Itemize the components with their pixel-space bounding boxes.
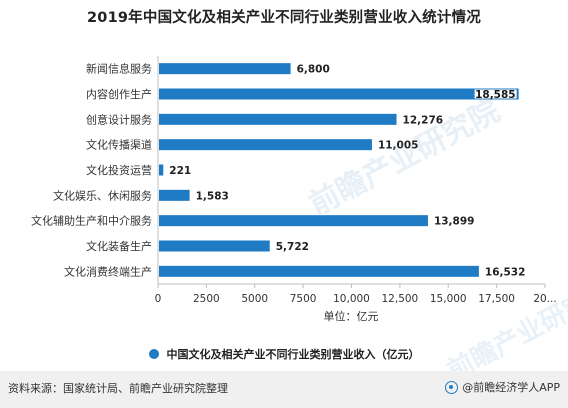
value-label: 5,722 [276, 241, 309, 253]
value-label: 16,532 [485, 266, 526, 278]
x-tick-label: 7500 [290, 293, 317, 305]
x-tick-label: 20... [533, 293, 556, 305]
chart-title: 2019年中国文化及相关产业不同行业类别营业收入统计情况 [87, 10, 481, 26]
bars [159, 63, 519, 277]
bar [159, 164, 164, 176]
category-label: 创意设计服务 [86, 112, 152, 126]
category-label: 文化娱乐、休闲服务 [53, 188, 152, 202]
category-label: 内容创作生产 [86, 87, 152, 101]
legend-marker [148, 349, 159, 359]
x-ticks: 0 2500 5000 7500 10,000 12,500 15,000 17,500 20.… [155, 284, 557, 305]
x-tick-label: 17,500 [478, 293, 515, 305]
value-label-background [474, 89, 517, 99]
bar [159, 265, 479, 277]
x-tick-label: 10,000 [333, 293, 370, 305]
legend: 中国文化及相关产业不同行业类别营业收入（亿元） [0, 344, 568, 364]
source-note: 资料来源：国家统计局、前瞻产业研究院整理 [8, 382, 228, 395]
legend-label: 中国文化及相关产业不同行业类别营业收入（亿元） [166, 348, 420, 361]
value-labels: 6,800 18,585 12,276 11,005 221 1,583 13,899 5,7… [169, 64, 525, 279]
category-label: 文化辅助生产和中介服务 [31, 214, 152, 228]
bar [159, 113, 397, 125]
category-labels: 新闻信息服务内容创作生产创意设计服务文化传播渠道文化投资运营文化娱乐、休闲服务文… [31, 62, 152, 279]
brand-label: @前瞻经济学人APP [462, 381, 560, 394]
value-label: 12,276 [403, 114, 444, 126]
bar [159, 240, 270, 252]
bar [159, 63, 291, 75]
category-label: 文化传播渠道 [86, 138, 152, 152]
footer: 资料来源：国家统计局、前瞻产业研究院整理 @前瞻经济学人APP [0, 371, 568, 408]
brand-credit: @前瞻经济学人APP [445, 379, 560, 395]
value-label: 221 [169, 165, 191, 177]
value-label: 11,005 [378, 140, 419, 152]
value-label: 18,585 [475, 89, 516, 101]
bar-chart: 新闻信息服务内容创作生产创意设计服务文化传播渠道文化投资运营文化娱乐、休闲服务文… [31, 56, 557, 323]
brand-logo-icon [445, 380, 459, 394]
x-tick-label: 5000 [241, 293, 268, 305]
x-tick-label: 15,000 [430, 293, 467, 305]
x-tick-label: 2500 [193, 293, 220, 305]
value-label: 13,899 [434, 216, 475, 228]
x-tick-label: 0 [155, 293, 162, 305]
category-label: 文化消费终端生产 [64, 264, 152, 278]
value-label: 6,800 [297, 64, 330, 76]
x-axis-label: 单位：亿元 [324, 309, 379, 323]
bar [159, 215, 428, 227]
x-tick-label: 12,500 [382, 293, 419, 305]
bar [159, 88, 519, 100]
bar [159, 189, 190, 201]
category-label: 文化装备生产 [86, 239, 152, 253]
bar [159, 139, 372, 151]
category-label: 文化投资运营 [86, 163, 152, 177]
category-label: 新闻信息服务 [86, 62, 152, 76]
value-label: 1,583 [196, 190, 229, 202]
